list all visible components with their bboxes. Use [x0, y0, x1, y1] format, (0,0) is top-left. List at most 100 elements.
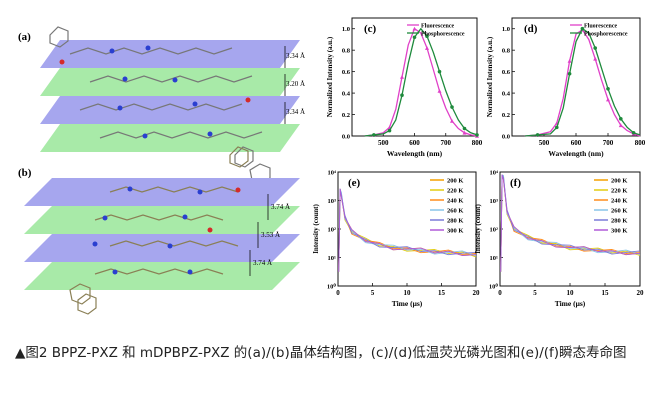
legend-label: 280 K — [611, 218, 627, 225]
y-tick-label: 10² — [328, 227, 337, 234]
y-tick-label: 0.6 — [342, 69, 351, 76]
oxygen-atom — [59, 59, 65, 65]
x-tick-label: 500 — [378, 139, 389, 147]
molecule-chains — [49, 26, 271, 185]
legend-label: 240 K — [611, 198, 627, 205]
y-tick-label: 0.6 — [502, 69, 511, 76]
y-tick-label: 1.0 — [342, 26, 350, 33]
distance-markers — [249, 194, 269, 276]
x-tick-label: 700 — [441, 139, 452, 147]
data-marker — [372, 133, 376, 137]
legend-label: Fluorescence — [421, 24, 455, 30]
data-marker — [400, 93, 404, 98]
x-tick-label: 800 — [635, 139, 646, 147]
series-line-fluorescence — [524, 29, 641, 137]
atoms — [59, 45, 251, 139]
y-axis-label: Normalized Intensity (a.u.) — [326, 36, 334, 117]
plane-green — [24, 206, 300, 234]
y-tick-label: 10⁴ — [328, 170, 337, 177]
nitrogen-atom — [142, 133, 148, 139]
panel-a-label: (a) — [18, 31, 31, 43]
y-tick-label: 10⁰ — [327, 283, 337, 291]
data-marker — [462, 126, 467, 131]
nitrogen-atom — [109, 48, 115, 54]
nitrogen-atom — [102, 215, 108, 221]
data-marker — [450, 105, 454, 109]
nitrogen-atom — [192, 101, 198, 107]
data-marker — [567, 58, 572, 63]
plot-frame — [337, 171, 477, 287]
y-tick-label: 1.0 — [502, 26, 510, 33]
panel-label: (f) — [510, 177, 521, 189]
legend-label: Phosphorescence — [421, 32, 465, 38]
plane-green — [24, 262, 300, 290]
data-marker — [412, 26, 417, 31]
nitrogen-atom — [92, 241, 98, 247]
data-marker — [619, 117, 623, 121]
x-tick-label: 800 — [472, 139, 483, 147]
chart-d: 500 600 700 800 0.0 0.2 0.4 0.6 0.8 1.0 Wavelength… — [486, 17, 646, 158]
y-tick-label: 0.2 — [342, 112, 350, 119]
legend-label: Phosphorescence — [584, 32, 628, 38]
panel-b-label: (b) — [18, 167, 32, 179]
legend-label: Fluorescence — [584, 24, 618, 30]
x-axis-label: Time (μs) — [555, 299, 586, 308]
panel-label: (e) — [348, 177, 361, 189]
x-tick-label: 600 — [571, 139, 582, 147]
y-tick-label: 0.8 — [502, 48, 511, 55]
distance-label: 3.20 Å — [286, 80, 305, 88]
figure: (a) 3.34 Å 3.20 Å 3.34 Å — [18, 17, 646, 315]
y-tick-label: 0.2 — [502, 112, 510, 119]
nitrogen-atom — [117, 105, 123, 111]
panel-label: (d) — [524, 23, 538, 35]
data-marker — [412, 35, 417, 40]
data-marker — [425, 46, 429, 50]
legend-label: 260 K — [611, 208, 627, 215]
data-marker — [606, 97, 610, 102]
legend-label: 280 K — [447, 218, 463, 225]
data-marker — [593, 46, 597, 50]
x-axis-label: Wavelength (nm) — [387, 149, 443, 158]
x-tick-label: 5 — [371, 289, 375, 297]
data-marker — [425, 34, 429, 39]
series-line-300-k — [338, 188, 477, 272]
x-tick-label: 700 — [603, 139, 614, 147]
x-tick-label: 0 — [498, 289, 502, 297]
nitrogen-atom — [182, 214, 188, 220]
data-marker — [387, 128, 392, 133]
y-axis-label: Normalized Intensity (a.u.) — [486, 36, 494, 117]
x-tick-label: 20 — [473, 289, 481, 297]
nitrogen-atom — [112, 269, 118, 275]
data-marker — [618, 123, 623, 128]
distance-label: 3.74 Å — [271, 203, 290, 211]
y-tick-label: 10⁰ — [489, 283, 499, 291]
data-marker — [593, 56, 598, 61]
distance-label: 3.34 Å — [286, 52, 305, 60]
data-marker — [555, 125, 559, 130]
oxygen-atom — [235, 187, 241, 193]
data-marker — [535, 133, 540, 137]
data-marker — [606, 87, 610, 91]
panel-label: (c) — [364, 23, 377, 35]
data-marker — [437, 88, 442, 93]
nitrogen-atom — [187, 269, 193, 275]
atoms — [92, 186, 241, 275]
plot-frame — [499, 171, 641, 287]
nitrogen-atom — [197, 189, 203, 195]
legend-label: 300 K — [447, 228, 463, 235]
y-tick-label: 0.4 — [342, 91, 351, 98]
plane-blue — [24, 234, 300, 262]
y-axis-label: Intensity (count) — [474, 204, 482, 254]
y-tick-label: 0.8 — [342, 48, 351, 55]
oxygen-atom — [245, 97, 251, 103]
oxygen-atom — [207, 227, 213, 233]
y-tick-label: 10³ — [328, 198, 337, 205]
series-line-phosphorescence — [524, 28, 641, 137]
nitrogen-atom — [207, 131, 213, 137]
chart-f: 0 5 10 15 20 10⁰ 10¹ 10² 10³ 10⁴ Time (μs) Intensit… — [474, 170, 644, 309]
plot-frame — [511, 17, 641, 137]
y-tick-label: 0.4 — [502, 91, 511, 98]
plane-blue — [40, 40, 300, 68]
data-marker — [580, 26, 585, 31]
y-tick-label: 10¹ — [328, 255, 337, 262]
